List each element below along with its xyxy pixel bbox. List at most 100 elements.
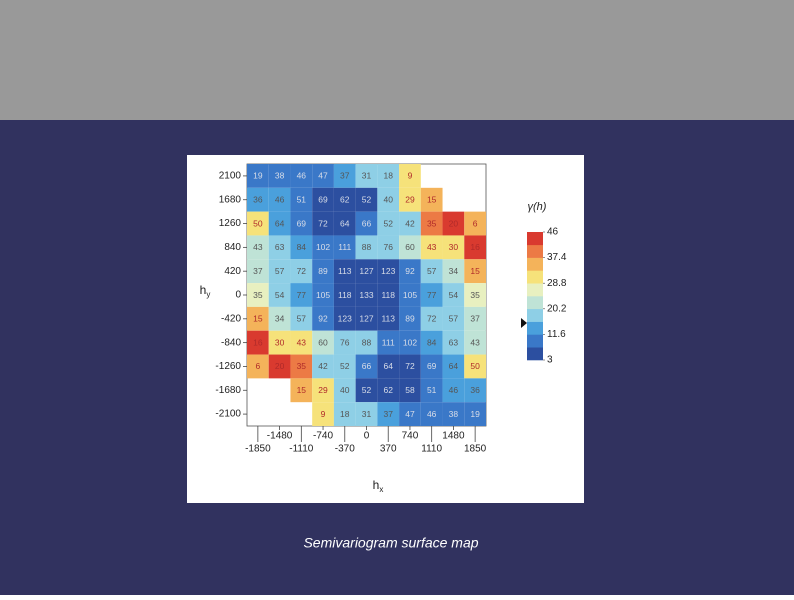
heat-cell [377, 402, 400, 426]
heat-cell [333, 402, 356, 426]
cell-value: 38 [449, 409, 459, 419]
cell-value: 69 [318, 194, 328, 204]
heat-cell [399, 164, 421, 188]
cell-value: 37 [470, 314, 480, 324]
cell-value: 20 [275, 361, 285, 371]
cell-value: 35 [470, 290, 480, 300]
cell-value: 72 [297, 266, 307, 276]
caption: Semivariogram surface map [303, 535, 478, 551]
y-tick-label: -420 [221, 313, 241, 324]
y-tick-label: 1680 [219, 194, 242, 205]
heat-cell [268, 259, 291, 284]
heat-cell [442, 378, 465, 403]
heat-cell [333, 283, 356, 307]
heat-cell [312, 164, 334, 188]
cell-value: 127 [359, 266, 373, 276]
cell-value: 92 [405, 266, 415, 276]
cell-value: 34 [275, 314, 285, 324]
heat-cell [247, 187, 269, 212]
cell-value: 133 [359, 290, 373, 300]
heat-cell [355, 378, 378, 403]
cell-value: 52 [362, 385, 372, 395]
cell-value: 89 [405, 314, 415, 324]
cell-value: 31 [362, 409, 372, 419]
x-tick-label: -370 [335, 444, 355, 455]
cell-value: 111 [338, 242, 351, 252]
heat-cell [420, 259, 443, 284]
heat-cell [247, 164, 269, 188]
heat-cell [312, 259, 334, 284]
cell-value: 51 [427, 385, 437, 395]
cell-value: 63 [449, 337, 459, 347]
x-axis-label: hx [373, 478, 384, 494]
heat-cell [247, 235, 269, 260]
cell-value: 113 [338, 266, 352, 276]
cell-value: 43 [427, 242, 437, 252]
heat-cell [333, 306, 356, 331]
cell-value: 64 [449, 361, 459, 371]
cell-value: 18 [383, 171, 393, 181]
heat-cell [290, 235, 313, 260]
x-tick-label: -740 [313, 431, 333, 442]
heat-cell [268, 211, 291, 236]
heat-cell [247, 211, 269, 236]
cell-value: 35 [297, 361, 307, 371]
heat-cell [420, 283, 443, 307]
heat-cell [355, 259, 378, 284]
heat-cell [355, 164, 378, 188]
cell-value: 123 [381, 266, 395, 276]
cell-value: 46 [275, 194, 285, 204]
cell-value: 34 [449, 266, 459, 276]
heat-cell [333, 330, 356, 355]
cell-value: 16 [470, 242, 480, 252]
cell-value: 92 [318, 314, 328, 324]
cell-value: 88 [362, 242, 372, 252]
cell-value: 113 [381, 314, 395, 324]
heat-cell [312, 330, 334, 355]
colorbar-swatch [527, 347, 543, 361]
heat-cell [464, 378, 486, 403]
y-axis-label: hy [200, 283, 211, 299]
cell-value: 47 [405, 409, 415, 419]
x-tick-label: 1480 [442, 431, 465, 442]
heat-cell [420, 330, 443, 355]
heat-cell [399, 259, 421, 284]
heat-cell [312, 211, 334, 236]
colorbar-tick-label: 28.8 [547, 278, 567, 289]
heat-cell [312, 235, 334, 260]
cell-value: 102 [316, 242, 330, 252]
cell-value: 30 [449, 242, 459, 252]
cell-value: 102 [403, 337, 417, 347]
cell-value: 43 [297, 337, 307, 347]
heat-cell [377, 330, 400, 355]
heat-cell [333, 235, 356, 260]
cell-value: 66 [362, 218, 372, 228]
cell-value: 15 [470, 266, 480, 276]
x-tick-label: 370 [380, 444, 397, 455]
heat-cell [377, 187, 400, 212]
heat-cell [420, 306, 443, 331]
heat-cell [355, 235, 378, 260]
cell-value: 64 [340, 218, 350, 228]
cell-value: 76 [340, 337, 350, 347]
heat-cell [377, 259, 400, 284]
heat-cell [268, 283, 291, 307]
heat-cell [420, 354, 443, 379]
heat-cell [333, 187, 356, 212]
cell-value: 69 [297, 218, 307, 228]
cell-value: 6 [473, 218, 478, 228]
heat-cell [290, 306, 313, 331]
cell-value: 58 [405, 385, 415, 395]
cell-value: 105 [403, 290, 417, 300]
heat-cell [420, 402, 443, 426]
cell-value: 42 [405, 218, 415, 228]
cell-value: 46 [297, 171, 307, 181]
x-tick-label: -1480 [267, 431, 293, 442]
cell-value: 57 [297, 314, 307, 324]
cell-value: 37 [383, 409, 393, 419]
heat-cell [333, 354, 356, 379]
heat-cell [333, 164, 356, 188]
heat-cell [333, 259, 356, 284]
heat-cell [464, 259, 486, 284]
cell-value: 37 [253, 266, 263, 276]
